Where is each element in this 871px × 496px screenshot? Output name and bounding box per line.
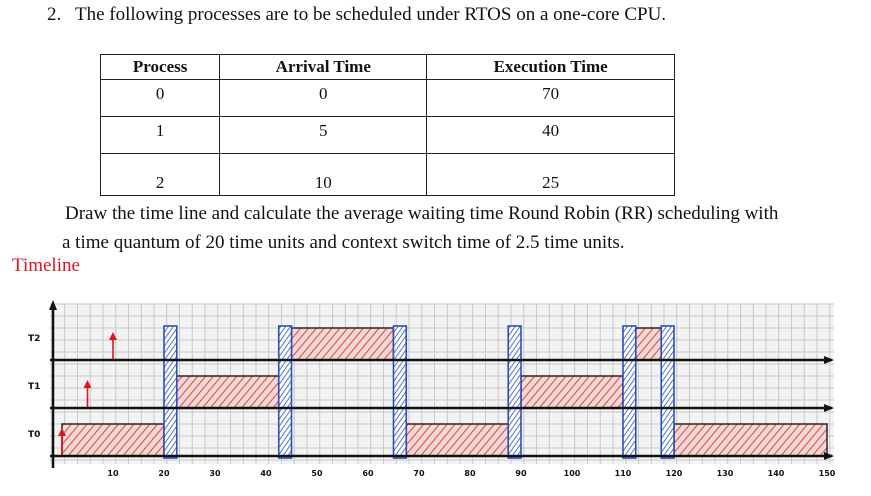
tick-label: 40 [260, 469, 272, 478]
cell-process: 2 [99, 153, 221, 196]
context-switch [660, 325, 675, 459]
header-execution-time: Execution Time [426, 54, 675, 80]
question-title: 2. The following processes are to be sche… [47, 4, 666, 26]
tick-label: 20 [158, 469, 170, 478]
run-segment-t1 [175, 375, 280, 409]
arrival-arrowhead [109, 332, 117, 340]
table-header-row: Process Arrival Time Execution Time [99, 54, 675, 80]
row-arrowhead [824, 452, 834, 460]
run-segment-t0 [405, 423, 510, 457]
arrival-arrowhead [58, 428, 66, 436]
tick-label: 140 [768, 469, 785, 478]
tick-label: 30 [209, 469, 221, 478]
run-segment-t2 [290, 327, 395, 361]
cell-execution: 25 [426, 153, 675, 196]
tick-label: 100 [564, 469, 581, 478]
timeline-axes [49, 300, 834, 468]
row-label-t2: T2 [28, 334, 40, 344]
table-row: 2 10 25 [99, 153, 675, 196]
instructions: Draw the time line and calculate the ave… [62, 199, 862, 257]
tick-label: 120 [666, 469, 683, 478]
y-axis-arrowhead [49, 300, 57, 310]
timeline-chart: T2 T1 T0 10 20 30 40 50 60 70 80 90 100 110 120 130 140 1… [28, 300, 836, 478]
question-text: The following processes are to be schedu… [75, 4, 667, 25]
tick-label: 110 [615, 469, 632, 478]
instructions-line-1: Draw the time line and calculate the ave… [65, 203, 779, 224]
run-segment-t2 [634, 327, 663, 361]
tick-label: 70 [413, 469, 425, 478]
row-label-t0: T0 [28, 430, 40, 440]
tick-label: 90 [515, 469, 527, 478]
run-segment-t1 [520, 375, 624, 409]
run-segment-t0 [61, 423, 165, 457]
tick-label: 50 [311, 469, 323, 478]
context-switch [622, 325, 637, 459]
row-arrowhead [824, 356, 834, 364]
cell-arrival: 5 [219, 116, 428, 154]
run-segment-t0 [673, 423, 828, 457]
table-row: 0 0 70 [99, 79, 675, 117]
cell-arrival: 10 [219, 153, 428, 196]
cell-process: 1 [99, 116, 221, 154]
process-table: Process Arrival Time Execution Time 0 0 … [99, 54, 675, 196]
context-switch [392, 325, 408, 459]
cell-arrival: 0 [219, 79, 428, 117]
context-switch [277, 325, 293, 459]
tick-label: 60 [362, 469, 374, 478]
tick-label: 10 [107, 469, 119, 478]
table-row: 1 5 40 [99, 116, 675, 154]
context-switch [507, 325, 522, 459]
cell-execution: 70 [426, 79, 675, 117]
tick-label: 80 [464, 469, 476, 478]
header-process: Process [99, 54, 221, 80]
row-label-t1: T1 [28, 382, 40, 392]
instructions-line-2: a time quantum of 20 time units and cont… [62, 232, 625, 253]
tick-label: 130 [717, 469, 734, 478]
context-switch [163, 325, 178, 459]
question-number: 2. [47, 4, 62, 25]
row-arrowhead [824, 404, 834, 412]
arrival-arrowhead [83, 380, 92, 388]
timeline-label: Timeline [12, 255, 80, 276]
timeline-labels: T2 T1 T0 10 20 30 40 50 60 70 80 90 100 110 120 130 140 1… [28, 334, 836, 478]
cell-execution: 40 [426, 116, 675, 154]
cell-process: 0 [99, 79, 221, 117]
header-arrival-time: Arrival Time [219, 54, 428, 80]
tick-label: 150 [819, 469, 836, 478]
